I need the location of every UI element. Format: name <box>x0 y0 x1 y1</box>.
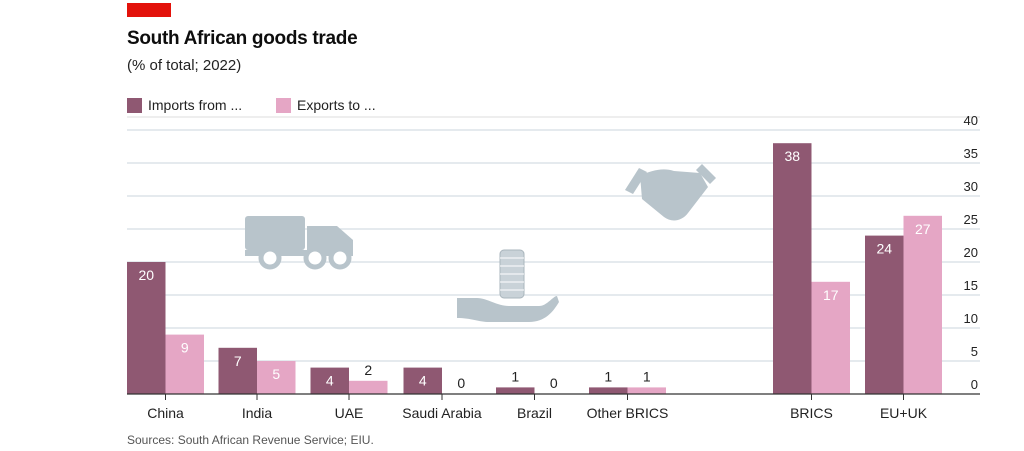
legend-item-imports: Imports from ... <box>127 97 242 113</box>
bar-exports <box>627 387 666 394</box>
handshake-icon <box>625 164 716 221</box>
bar-imports <box>218 347 257 394</box>
legend-swatch-exports <box>276 97 291 113</box>
data-label: 4 <box>326 373 334 389</box>
y-tick-label: 25 <box>964 212 978 227</box>
bar-imports <box>773 143 812 394</box>
data-label: 27 <box>915 221 931 237</box>
x-tick-label: China <box>147 405 184 421</box>
x-tick-label: India <box>242 405 273 421</box>
x-tick-label: EU+UK <box>880 405 928 421</box>
y-tick-label: 30 <box>964 179 978 194</box>
legend-item-exports: Exports to ... <box>276 97 376 113</box>
coins-in-hand-icon <box>457 249 559 322</box>
data-label: 38 <box>784 148 800 164</box>
x-tick-label: UAE <box>335 405 364 421</box>
legend-swatch-imports <box>127 97 142 113</box>
bar-imports <box>403 367 442 394</box>
y-tick-label: 10 <box>964 311 978 326</box>
y-tick-label: 5 <box>971 344 978 359</box>
bar-imports <box>589 387 628 394</box>
data-label: 1 <box>511 368 519 384</box>
bar-exports <box>165 334 204 394</box>
chart-title: South African goods trade <box>127 28 358 49</box>
bar-exports <box>903 215 942 394</box>
y-tick-label: 15 <box>964 278 978 293</box>
x-tick-label: Other BRICS <box>587 405 669 421</box>
bar-exports <box>257 361 296 394</box>
source-note: Sources: South African Revenue Service; … <box>127 433 374 447</box>
bar-imports <box>127 262 166 394</box>
y-tick-label: 0 <box>971 377 978 392</box>
data-label: 1 <box>643 368 651 384</box>
x-tick-label: BRICS <box>790 405 833 421</box>
y-tick-label: 40 <box>964 113 978 128</box>
data-label: 0 <box>550 375 558 391</box>
bar-exports <box>811 281 850 394</box>
y-tick-label: 35 <box>964 146 978 161</box>
bar-imports <box>865 235 904 394</box>
data-label: 5 <box>272 366 280 382</box>
data-label: 1 <box>604 368 612 384</box>
bar-imports <box>310 367 349 394</box>
x-tick-label: Brazil <box>517 405 552 421</box>
x-tick-label: Saudi Arabia <box>402 405 482 421</box>
legend-label-exports: Exports to ... <box>297 97 376 113</box>
data-label: 24 <box>876 241 892 257</box>
bar-exports <box>349 380 388 394</box>
legend-label-imports: Imports from ... <box>148 97 243 113</box>
brand-bar <box>127 3 171 17</box>
y-tick-label: 20 <box>964 245 978 260</box>
chart-subtitle: (% of total; 2022) <box>127 57 242 74</box>
bar-imports <box>496 387 535 394</box>
data-label: 7 <box>234 353 242 369</box>
data-label: 0 <box>457 375 465 391</box>
data-label: 17 <box>823 287 839 303</box>
data-label: 4 <box>419 373 427 389</box>
data-label: 9 <box>181 340 189 356</box>
data-label: 2 <box>364 362 372 378</box>
data-label: 20 <box>138 267 154 283</box>
truck-icon <box>245 216 353 270</box>
